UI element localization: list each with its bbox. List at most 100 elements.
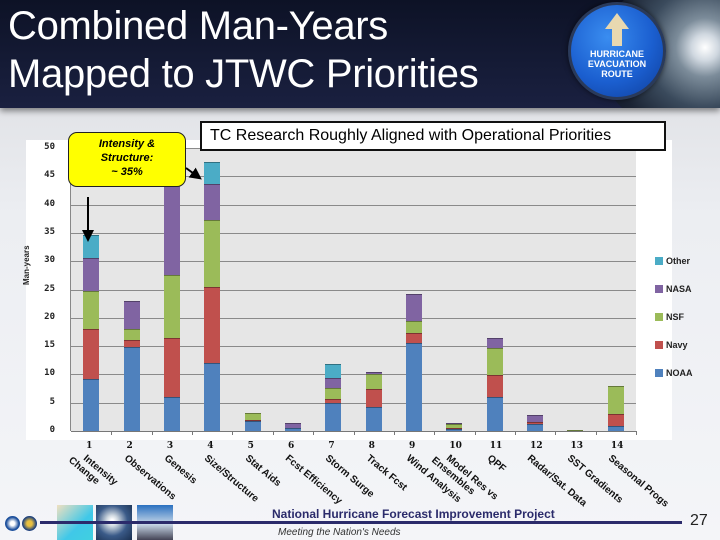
bar-4 bbox=[204, 162, 221, 431]
y-axis-label: Man-years bbox=[22, 245, 31, 285]
legend-label: Navy bbox=[666, 340, 688, 350]
bar-segment-navy bbox=[365, 389, 382, 408]
gridline bbox=[71, 261, 636, 263]
callout-intensity-structure: Intensity & Structure: ~ 35% bbox=[68, 132, 186, 187]
x-tick bbox=[474, 431, 476, 435]
evacuation-route-sign-icon: HURRICANE EVACUATION ROUTE bbox=[568, 2, 666, 100]
sign-text-line: HURRICANE bbox=[590, 49, 644, 59]
gridline bbox=[71, 346, 636, 348]
bar-segment-other bbox=[83, 234, 100, 258]
legend-label: Other bbox=[666, 256, 691, 266]
bar-segment-nsf bbox=[406, 321, 423, 333]
bar-10 bbox=[446, 422, 463, 431]
chart-plot-area: 0 5 10 15 20 25 30 35 40 45 50 bbox=[44, 142, 637, 435]
bar-6 bbox=[284, 423, 301, 431]
arrow-shaft bbox=[612, 28, 622, 46]
x-category-number: 8 bbox=[368, 441, 375, 451]
x-category-number: 2 bbox=[126, 441, 133, 451]
y-tick-label: 25 bbox=[44, 283, 55, 294]
x-tick bbox=[353, 431, 355, 435]
bar-segment-navy bbox=[204, 286, 221, 363]
bar-segment-nasa bbox=[284, 423, 301, 429]
bar-segment-noaa bbox=[365, 407, 382, 431]
bar-9 bbox=[406, 293, 423, 431]
y-tick-label: 20 bbox=[44, 311, 55, 322]
callout-line: ~ 35% bbox=[111, 166, 143, 178]
bar-7 bbox=[325, 364, 342, 431]
legend-item-noaa: NOAA bbox=[655, 367, 693, 379]
bar-segment-navy bbox=[244, 419, 261, 421]
bar-segment-navy bbox=[486, 374, 503, 398]
legend-swatch bbox=[655, 257, 663, 265]
bar-segment-nsf bbox=[83, 290, 100, 330]
x-tick bbox=[434, 431, 436, 435]
sign-text: HURRICANE EVACUATION ROUTE bbox=[571, 49, 663, 79]
legend-item-other: Other bbox=[655, 255, 690, 267]
bar-14 bbox=[607, 386, 624, 431]
bar-13 bbox=[567, 429, 584, 431]
gridline bbox=[71, 289, 636, 291]
bar-segment-noaa bbox=[244, 420, 261, 431]
bar-segment-noaa bbox=[607, 425, 624, 431]
bar-segment-nasa bbox=[486, 337, 503, 349]
legend-item-navy: Navy bbox=[655, 339, 688, 351]
y-tick-label: 45 bbox=[44, 170, 55, 181]
x-tick bbox=[555, 431, 557, 435]
bar-segment-noaa bbox=[163, 397, 180, 431]
bar-segment-noaa bbox=[406, 343, 423, 431]
bar-segment-other bbox=[204, 162, 221, 184]
bar-segment-noaa bbox=[446, 429, 463, 431]
y-tick-label: 5 bbox=[49, 396, 55, 407]
legend-item-nsf: NSF bbox=[655, 311, 684, 323]
page-number: 27 bbox=[690, 512, 708, 529]
x-category-number: 3 bbox=[166, 441, 174, 451]
bar-segment-nsf bbox=[607, 386, 624, 415]
bar-segment-noaa bbox=[325, 403, 342, 431]
legend-swatch bbox=[655, 313, 663, 321]
slide-title: Combined Man-Years Mapped to JTWC Priori… bbox=[8, 2, 479, 98]
footer-title: National Hurricane Forecast Improvement … bbox=[272, 507, 555, 521]
x-category-number: 7 bbox=[328, 441, 335, 451]
y-tick-label: 15 bbox=[44, 340, 55, 351]
y-tick-label: 30 bbox=[44, 255, 55, 266]
sign-text-line: EVACUATION bbox=[587, 59, 647, 69]
bar-segment-nasa bbox=[83, 257, 100, 291]
bar-2 bbox=[123, 301, 140, 431]
gridline bbox=[71, 232, 636, 234]
x-tick bbox=[192, 431, 194, 435]
gridline bbox=[71, 317, 636, 319]
x-tick bbox=[272, 431, 274, 435]
legend-item-nasa: NASA bbox=[655, 283, 692, 295]
hurricane-sign-image: HURRICANE EVACUATION ROUTE bbox=[560, 0, 720, 108]
gridline bbox=[71, 374, 636, 376]
bar-segment-navy bbox=[446, 427, 463, 430]
bar-segment-nsf bbox=[325, 388, 342, 400]
bar-segment-nasa bbox=[204, 183, 221, 220]
x-tick bbox=[636, 431, 637, 435]
bar-segment-nasa bbox=[527, 415, 544, 422]
sign-text-line: ROUTE bbox=[601, 69, 633, 79]
bar-12 bbox=[527, 415, 544, 431]
bar-segment-noaa bbox=[204, 362, 221, 431]
x-category-label: QPF bbox=[484, 453, 508, 475]
slide-header: Combined Man-Years Mapped to JTWC Priori… bbox=[0, 0, 720, 108]
bar-segment-noaa bbox=[284, 428, 301, 431]
bar-segment-noaa bbox=[486, 397, 503, 431]
bar-segment-navy bbox=[325, 399, 342, 404]
x-category-number: 10 bbox=[449, 441, 462, 451]
bar-segment-nasa bbox=[446, 422, 463, 424]
footer-subtitle: Meeting the Nation's Needs bbox=[278, 527, 401, 538]
x-category-number: 4 bbox=[207, 441, 214, 451]
bar-segment-navy bbox=[527, 421, 544, 425]
x-category-number: 12 bbox=[530, 441, 543, 451]
bar-segment-nsf bbox=[446, 423, 463, 428]
bar-segment-nsf bbox=[365, 374, 382, 390]
y-tick-label: 50 bbox=[44, 142, 55, 152]
x-tick bbox=[151, 431, 153, 435]
bar-segment-nsf bbox=[244, 412, 261, 420]
bar-segment-nsf bbox=[163, 274, 180, 338]
gridline bbox=[71, 402, 636, 404]
legend-swatch bbox=[655, 285, 663, 293]
x-tick bbox=[111, 431, 113, 435]
bar-segment-navy bbox=[123, 340, 140, 348]
